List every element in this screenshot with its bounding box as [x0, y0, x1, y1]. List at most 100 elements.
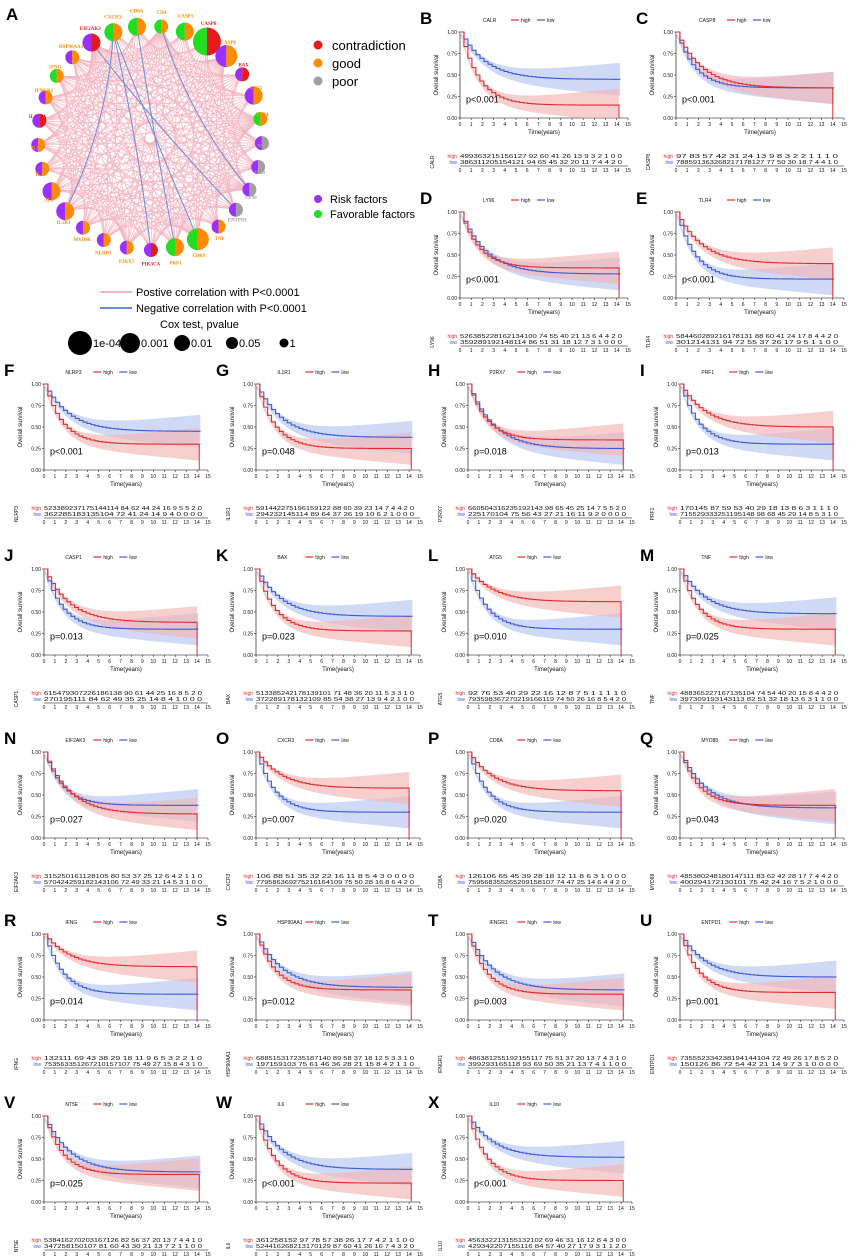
risk-x-tick-label: 2	[276, 1252, 279, 1258]
risk-x-tick-label: 11	[162, 1252, 167, 1258]
risk-gene: IFNGR1	[438, 1055, 444, 1074]
network-node: IL1R1	[56, 202, 75, 226]
y-tick-label: 0.75	[663, 52, 673, 58]
risk-x-tick-label: 2	[700, 520, 703, 526]
risk-x-tick-label: 5	[97, 520, 100, 526]
x-tick-label: 10	[363, 1024, 369, 1030]
high-survival-curve	[256, 933, 412, 991]
x-tick-label: 13	[395, 1206, 401, 1212]
high-ci-band	[468, 1116, 624, 1197]
x-tick-label: 8	[130, 474, 133, 480]
x-tick-label: 3	[711, 474, 714, 480]
risk-x-tick-label: 14	[406, 1070, 412, 1076]
positive-edge	[72, 56, 254, 97]
y-axis-title: Overall survival	[442, 774, 448, 815]
low-survival-curve	[680, 568, 837, 615]
risk-x-tick-label: 7	[119, 705, 122, 711]
risk-x-tick-label: 7	[331, 1070, 334, 1076]
x-tick-label: 6	[742, 122, 745, 128]
x-tick-label: 13	[819, 659, 825, 665]
risk-x-tick-label: 10	[575, 888, 581, 894]
legend-low-label: low	[341, 555, 349, 561]
risk-high-label: high	[456, 1238, 466, 1244]
y-axis-title: Overall survival	[230, 956, 236, 997]
risk-x-tick-label: 7	[755, 705, 758, 711]
x-tick-label: 8	[554, 474, 557, 480]
legend-gene: TLR4	[699, 198, 711, 204]
node-label: BAX	[238, 64, 249, 69]
risk-x-tick-label: 11	[586, 888, 591, 894]
risk-x-tick-label: 5	[97, 888, 100, 894]
risk-low-numbers: 397309193143113 82 51 32 18 13 6 3 1 1 0…	[680, 697, 838, 703]
y-tick-label: 0.25	[667, 447, 677, 453]
x-tick-label: 14	[194, 474, 200, 480]
x-tick-label: 10	[151, 659, 157, 665]
x-tick-label: 10	[363, 842, 369, 848]
risk-x-tick-label: 5	[309, 520, 312, 526]
risk-x-tick-label: 14	[194, 705, 200, 711]
y-tick-label: 0.75	[31, 404, 41, 410]
panel-letter: K	[216, 546, 229, 565]
legend-high-label: high	[103, 1102, 113, 1108]
x-tick-label: 10	[787, 474, 793, 480]
risk-x-tick-label: 15	[629, 888, 635, 894]
x-tick-label: 7	[331, 842, 334, 848]
risk-x-tick-label: 13	[819, 705, 825, 711]
network-panel: A EIF2AK3 CXCR3 CD8A CD4 CASP1 CASP8 CASP8 BAX AT…	[6, 5, 415, 355]
risk-x-tick-label: 2	[488, 1070, 491, 1076]
x-tick-label: 11	[374, 1206, 379, 1212]
risk-gene: NLRP3	[14, 506, 20, 522]
y-tick-label: 0.50	[663, 73, 673, 79]
risk-high-label: high	[448, 154, 458, 160]
x-axis-title: Time(years)	[534, 482, 566, 488]
x-tick-label: 11	[797, 302, 802, 308]
y-tick-label: 0.25	[243, 632, 253, 638]
high-survival-curve	[468, 751, 622, 792]
y-tick-label: 0.00	[447, 116, 457, 122]
legend-low-label: low	[129, 370, 137, 376]
x-tick-label: 11	[581, 122, 586, 128]
risk-high-label: high	[244, 1238, 254, 1244]
x-tick-label: 12	[596, 659, 602, 665]
panel-letter: U	[640, 911, 652, 930]
x-tick-label: 15	[205, 474, 211, 480]
x-tick-label: 11	[586, 842, 591, 848]
positive-edge	[65, 186, 250, 212]
x-tick-label: 1	[686, 122, 689, 128]
x-tick-label: 8	[342, 659, 345, 665]
network-node: IL17RA	[29, 113, 47, 128]
risk-x-tick-label: 12	[808, 168, 814, 174]
p-value: p=0.025	[50, 1179, 83, 1189]
cox-size-label: 0.05	[239, 338, 260, 350]
risk-x-tick-label: 4	[298, 1070, 301, 1076]
y-tick-label: 1.00	[31, 750, 41, 756]
risk-low-numbers: 779586369275216164109 75 50 28 16 8 6 4 …	[256, 880, 414, 886]
x-tick-label: 6	[532, 1206, 535, 1212]
node-prognosis-half	[161, 19, 169, 34]
risk-x-tick-label: 3	[711, 520, 714, 526]
risk-x-tick-label: 15	[205, 705, 211, 711]
risk-x-tick-label: 1	[266, 705, 269, 711]
high-survival-curve	[680, 383, 834, 428]
high-ci-band	[468, 934, 624, 1011]
x-tick-label: 12	[384, 842, 390, 848]
y-tick-label: 0.50	[667, 610, 677, 616]
risk-x-tick-label: 11	[798, 520, 803, 526]
x-tick-label: 1	[478, 1024, 481, 1030]
x-tick-label: 0	[467, 842, 470, 848]
node-factor-half	[186, 228, 198, 251]
high-ci-band	[44, 934, 198, 983]
node-prognosis-half	[258, 160, 266, 175]
x-tick-label: 10	[575, 1024, 581, 1030]
y-tick-label: 1.00	[243, 567, 253, 573]
x-tick-label: 9	[353, 842, 356, 848]
risk-high-label: high	[32, 874, 42, 880]
risk-x-tick-label: 4	[722, 520, 725, 526]
x-tick-label: 3	[708, 122, 711, 128]
risk-high-label: high	[32, 506, 42, 512]
node-factor-half	[215, 45, 227, 68]
y-tick-label: 0.00	[663, 296, 673, 302]
